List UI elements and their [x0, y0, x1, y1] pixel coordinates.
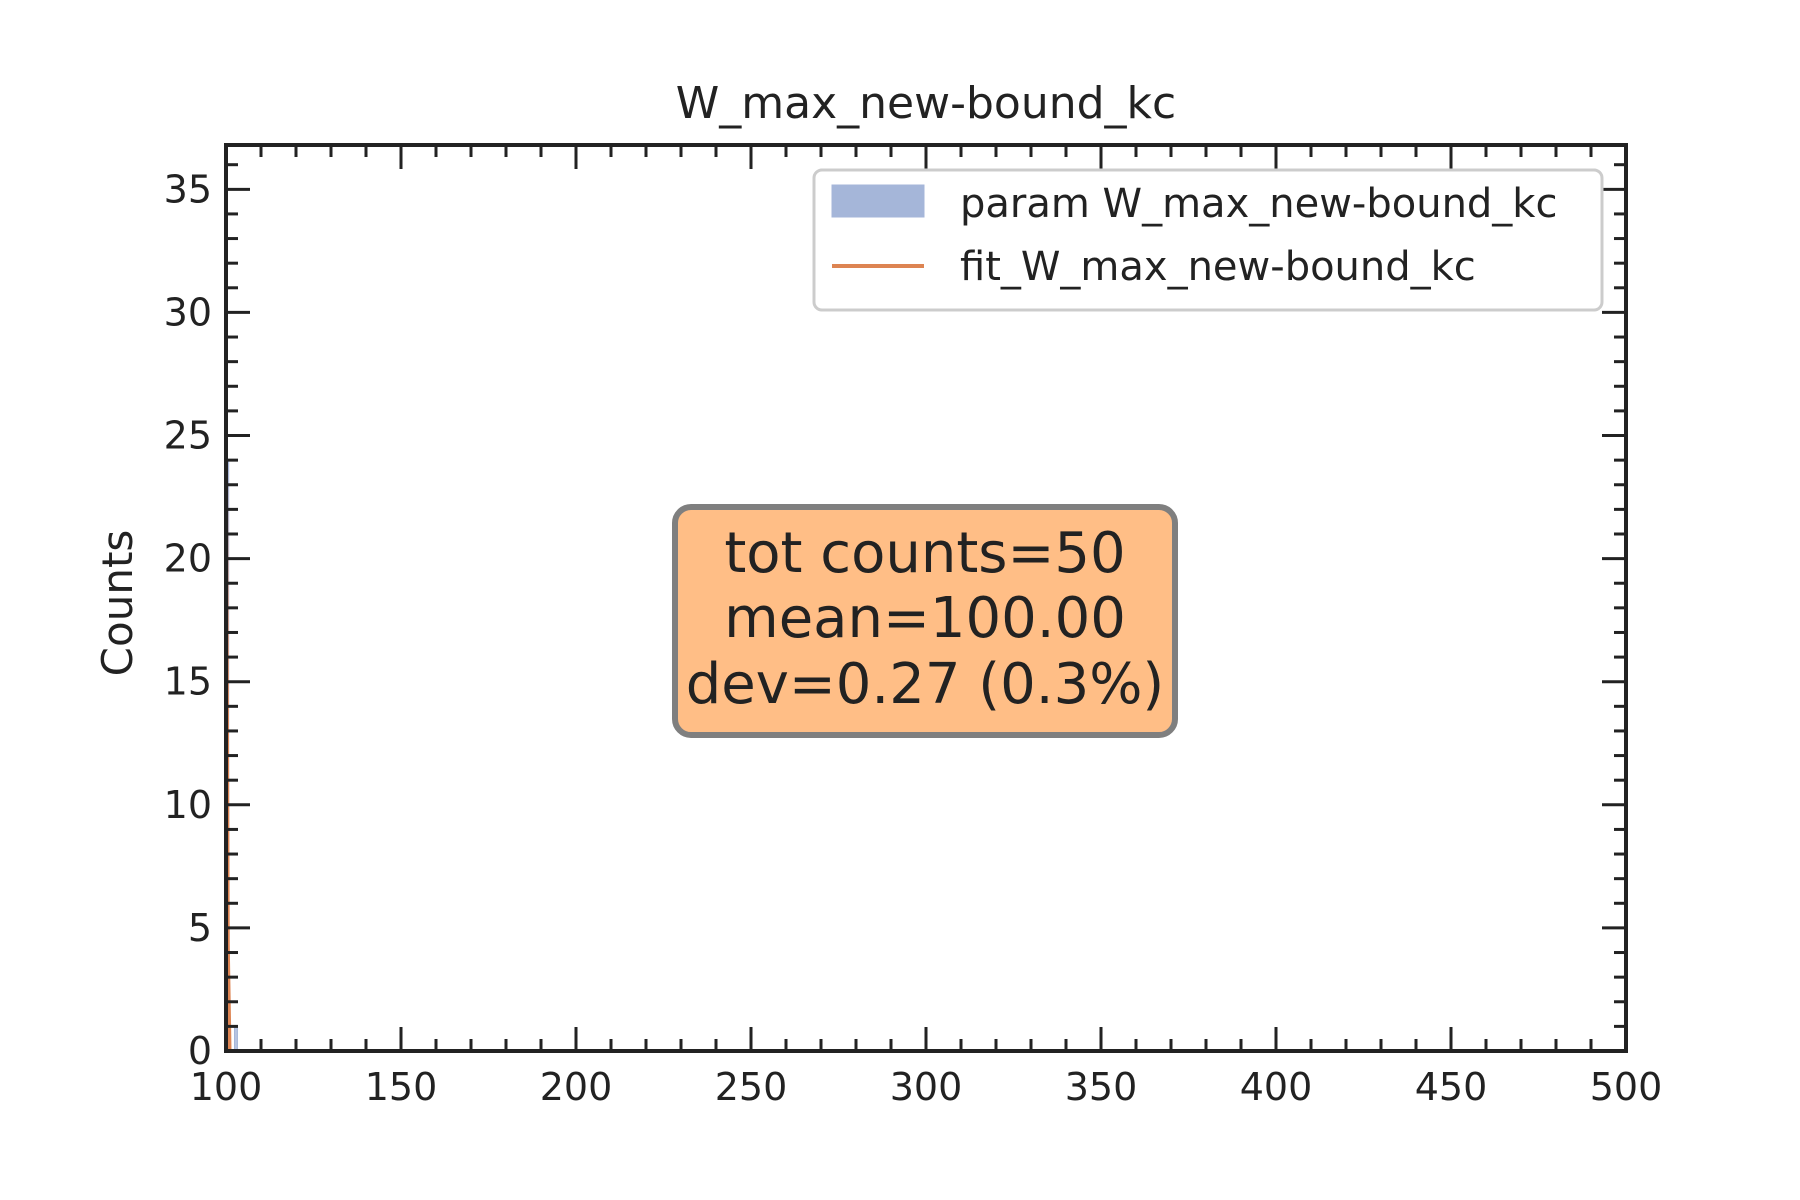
stats-deviation: dev=0.27 (0.3%) — [686, 652, 1165, 717]
stats-box: tot counts=50 mean=100.00 dev=0.27 (0.3%… — [672, 504, 1178, 738]
x-tick-label: 200 — [540, 1065, 613, 1109]
y-tick-label: 0 — [188, 1029, 212, 1073]
chart-title: W_max_new-bound_kc — [676, 78, 1176, 129]
y-tick-label: 5 — [188, 906, 212, 950]
histogram-bar-3 — [234, 1025, 238, 1051]
x-tick-label: 300 — [890, 1065, 963, 1109]
y-tick-label: 30 — [164, 290, 212, 334]
legend-histogram-swatch — [831, 184, 925, 218]
y-tick-label: 35 — [164, 167, 212, 211]
x-tick-label: 450 — [1415, 1065, 1488, 1109]
x-tick-label: 350 — [1065, 1065, 1138, 1109]
y-tick-label: 10 — [164, 783, 212, 827]
legend-fit-label: fit_W_max_new-bound_kc — [960, 244, 1476, 290]
plot-frame — [224, 143, 1628, 1053]
x-tick-labels: 100 150 200 250 300 350 400 450 500 — [190, 1065, 1663, 1109]
x-tick-label: 500 — [1590, 1065, 1663, 1109]
y-tick-label: 20 — [164, 537, 212, 581]
x-tick-label: 100 — [190, 1065, 263, 1109]
legend: param W_max_new-bound_kc fit_W_max_new-b… — [812, 168, 1604, 312]
x-tick-label: 250 — [715, 1065, 788, 1109]
y-tick-labels: 0 5 10 15 20 25 30 35 — [164, 167, 212, 1073]
y-tick-label: 25 — [164, 414, 212, 458]
x-tick-label: 150 — [365, 1065, 438, 1109]
legend-box — [812, 168, 1604, 312]
legend-histogram-label: param W_max_new-bound_kc — [960, 181, 1557, 227]
y-axis-label: Counts — [93, 530, 142, 677]
stats-total-counts: tot counts=50 — [724, 521, 1125, 586]
stats-box-background — [672, 504, 1178, 738]
y-tick-label: 15 — [164, 660, 212, 704]
x-tick-label: 400 — [1240, 1065, 1313, 1109]
stats-mean: mean=100.00 — [724, 586, 1126, 651]
